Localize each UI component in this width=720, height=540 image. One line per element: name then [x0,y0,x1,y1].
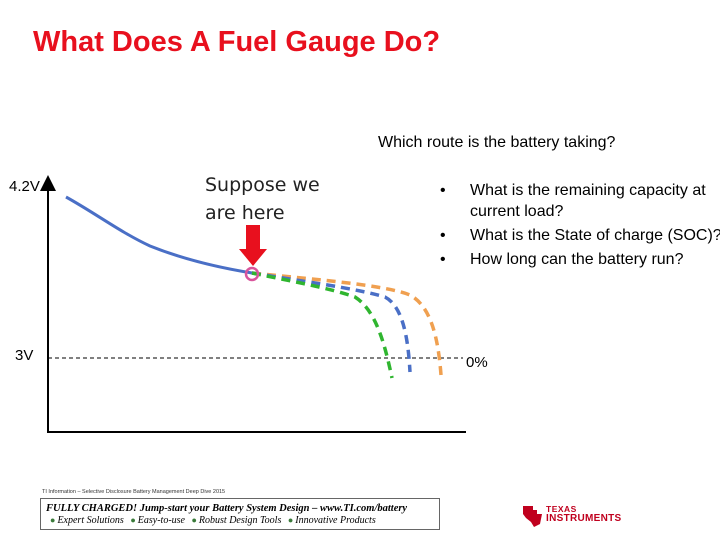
discharge-curve-main [65,195,253,275]
bullet-icon: • [440,251,446,268]
branch-curve-blue [251,271,412,373]
list-item: • What is the State of charge (SOC)? [440,225,720,246]
ti-logo-text: TEXAS INSTRUMENTS [546,504,622,524]
slide-title: What Does A Fuel Gauge Do? [33,26,441,58]
green-dot-icon: ● [191,515,197,525]
route-question: Which route is the battery taking? [378,134,616,151]
logo-line-2: INSTRUMENTS [546,513,622,524]
logo-line-1: TEXAS [546,504,577,514]
green-dot-icon: ● [130,515,136,525]
question-list: • What is the remaining capacity at curre… [440,180,720,273]
arrow-head [239,249,267,266]
ti-logo-icon [523,506,542,527]
list-item: • How long can the battery run? [440,249,720,270]
zero-percent-label: 0% [466,354,488,371]
footer-tag: Robust Design Tools [198,515,282,526]
bullet-icon: • [440,227,446,244]
y-label-top: 4.2V [9,178,40,195]
disclosure-note: TI Information – Selective Disclosure Ba… [42,489,226,495]
list-item: • What is the remaining capacity at curre… [440,180,720,222]
footer-tag: Expert Solutions [57,515,124,526]
current-point-marker [244,266,260,282]
bullet-icon: • [440,182,446,199]
arrow-shaft [246,225,260,250]
bullet-text: How long can the battery run? [470,251,684,268]
bullet-text: What is the State of charge (SOC)? [470,227,720,244]
annotation-text: Suppose we are here [205,174,320,224]
branch-curve-green [251,271,394,379]
y-label-bottom: 3V [15,347,34,364]
footer-tag: Innovative Products [295,515,376,526]
bullet-text: What is the remaining capacity at curren… [470,182,706,220]
green-dot-icon: ● [50,515,56,525]
footer-banner: FULLY CHARGED! Jump-start your Battery S… [40,498,440,530]
footer-tag: Easy-to-use [137,515,185,526]
branch-curve-orange [251,271,443,376]
green-dot-icon: ● [287,515,294,525]
footer-headline: FULLY CHARGED! Jump-start your Battery S… [46,503,408,514]
footer-tags: ● Expert Solutions ● Easy-to-use ● Robust D… [46,515,439,526]
